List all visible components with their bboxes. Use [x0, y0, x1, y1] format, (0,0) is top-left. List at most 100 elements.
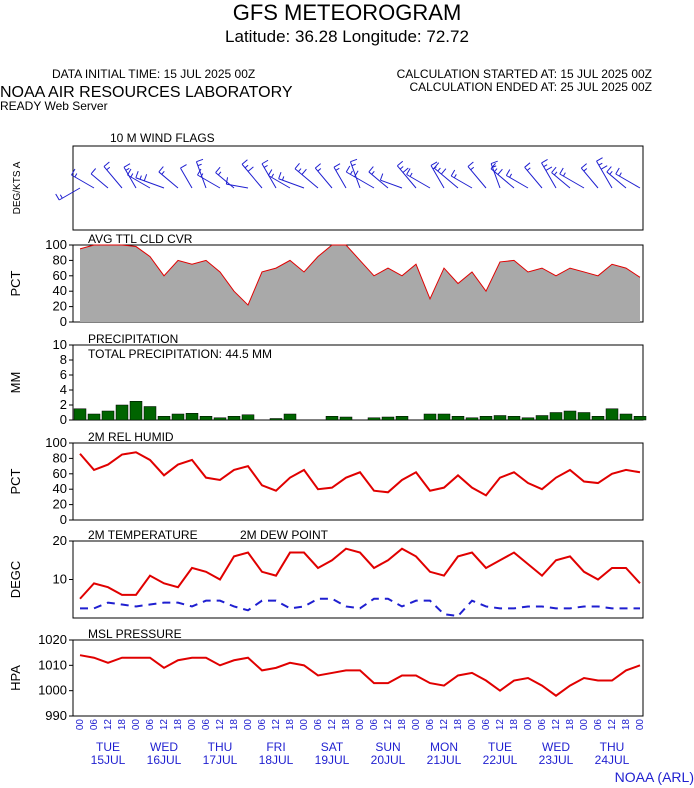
precip-bar: [129, 401, 143, 421]
wind-staff: [345, 165, 375, 189]
x-tick-label: 06: [89, 719, 100, 731]
cloud-line: [79, 244, 641, 306]
day-label: FRI: [266, 740, 285, 754]
wind-staff: [349, 158, 361, 189]
wind-flag: [197, 168, 221, 189]
wind-staff: [396, 160, 417, 189]
wind-staff: [195, 158, 207, 189]
wind-staff: [294, 163, 319, 189]
init-time: DATA INITIAL TIME: 15 JUL 2025 00Z: [52, 67, 255, 81]
precip-bar: [199, 416, 213, 421]
wind-staff: [559, 167, 585, 189]
wind-flag: [596, 157, 613, 189]
wind-flag: [314, 163, 333, 189]
x-tick-label: 18: [341, 719, 352, 731]
wind-staff: [90, 168, 109, 189]
wind-flag: [379, 173, 403, 189]
wind-staff: [580, 163, 599, 189]
day-label: THU: [208, 740, 233, 754]
wind-staff: [278, 172, 305, 189]
x-tick-label: 00: [635, 719, 646, 731]
precip-bar: [619, 413, 633, 421]
y-tick-label: 80: [53, 252, 67, 267]
y-axis-label: DEGC: [8, 561, 23, 599]
wind-staff: [379, 173, 403, 189]
precip-bar: [143, 406, 157, 421]
date-label: 18JUL: [259, 753, 294, 767]
total-precip: TOTAL PRECIPITATION: 44.5 MM: [88, 347, 272, 361]
precip-bar: [423, 413, 437, 421]
panel-frame: [72, 145, 644, 231]
x-tick-label: 00: [523, 719, 534, 731]
y-axis-label: MM: [8, 372, 23, 394]
wind-flag: [90, 168, 109, 189]
wind-flag: [225, 177, 249, 189]
subtitle: Latitude: 36.28 Longitude: 72.72: [225, 27, 469, 46]
precip-bar: [591, 416, 605, 421]
precip-bar: [465, 417, 479, 421]
precip-bar: [115, 404, 129, 421]
precip-bar: [437, 413, 451, 421]
wind-staff: [180, 164, 193, 189]
y-tick-label: 40: [53, 283, 67, 298]
y-tick-label: 990: [45, 708, 67, 723]
wind-flag: [541, 158, 557, 189]
precip-bar: [479, 416, 493, 421]
wind-flag: [158, 166, 179, 189]
wind-staff: [450, 169, 473, 189]
y-tick-label: 60: [53, 268, 67, 283]
precip-bar: [213, 417, 227, 421]
wind-staff: [368, 166, 389, 189]
wind-staff: [123, 163, 137, 189]
precip-bar: [549, 412, 563, 421]
server: READY Web Server: [0, 99, 108, 113]
date-label: 19JUL: [315, 753, 350, 767]
y-tick-label: 0: [60, 512, 67, 527]
day-label: MON: [430, 740, 458, 754]
x-tick-label: 18: [397, 719, 408, 731]
precip-bar: [633, 416, 647, 421]
wind-flag: [406, 168, 431, 189]
y-tick-label: 1010: [38, 657, 67, 672]
wind-staff: [467, 161, 487, 189]
calc-end: CALCULATION ENDED AT: 25 JUL 2025 00Z: [409, 80, 652, 94]
x-tick-label: 06: [145, 719, 156, 731]
x-tick-label: 06: [201, 719, 212, 731]
wind-staff: [127, 168, 151, 189]
precip-bar: [283, 413, 297, 421]
precip-bar: [171, 413, 185, 421]
precip-bar: [73, 408, 87, 421]
wind-flag: [559, 167, 585, 189]
wind-flag: [267, 169, 291, 189]
credit: NOAA (ARL): [615, 769, 694, 785]
x-tick-label: 06: [425, 719, 436, 731]
x-tick-label: 00: [131, 719, 142, 731]
x-tick-label: 12: [271, 719, 282, 731]
x-tick-label: 18: [565, 719, 576, 731]
wind-staff: [197, 168, 221, 189]
x-tick-label: 00: [299, 719, 310, 731]
x-tick-label: 06: [313, 719, 324, 731]
wind-flag: [467, 161, 487, 189]
x-tick-label: 06: [257, 719, 268, 731]
x-tick-label: 00: [243, 719, 254, 731]
x-tick-label: 18: [117, 719, 128, 731]
wind-flag: [55, 187, 81, 201]
y-tick-label: 100: [45, 435, 67, 450]
wind-flag: [490, 163, 515, 189]
precip-bar: [521, 417, 535, 421]
y-tick-label: 40: [53, 481, 67, 496]
day-label: TUE: [96, 740, 120, 754]
y-tick-label: 4: [60, 382, 67, 397]
wind-flag: [278, 172, 305, 189]
x-tick-label: 00: [411, 719, 422, 731]
x-tick-label: 12: [607, 719, 618, 731]
panel-frame: [72, 639, 644, 717]
x-tick-label: 00: [579, 719, 590, 731]
legend-entry: 2M DEW POINT: [240, 528, 329, 542]
date-label: 24JUL: [595, 753, 630, 767]
x-tick-label: 12: [327, 719, 338, 731]
x-tick-label: 18: [621, 719, 632, 731]
wind-flag: [195, 158, 207, 189]
